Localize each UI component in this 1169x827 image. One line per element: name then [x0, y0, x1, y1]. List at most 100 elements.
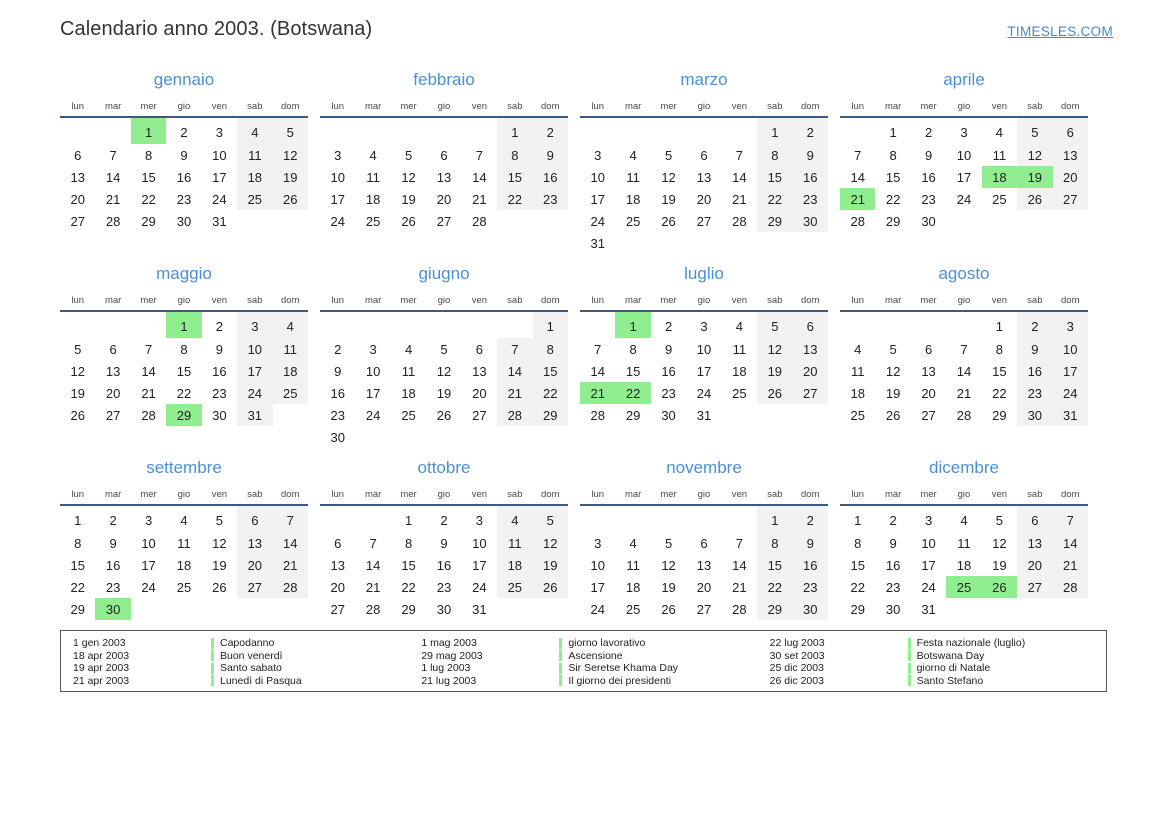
- day-cell[interactable]: 27: [1017, 576, 1053, 598]
- day-cell[interactable]: 24: [141, 579, 156, 595]
- day-cell[interactable]: 21: [472, 191, 487, 207]
- day-cell[interactable]: 26: [661, 601, 676, 617]
- day-cell[interactable]: 29: [885, 213, 901, 229]
- day-cell[interactable]: 7: [144, 341, 153, 357]
- day-cell[interactable]: 22: [757, 576, 793, 598]
- day-cell[interactable]: 20: [237, 554, 273, 576]
- day-cell[interactable]: 10: [212, 147, 227, 163]
- day-cell[interactable]: 20: [330, 579, 345, 595]
- day-cell[interactable]: 18: [176, 557, 192, 573]
- day-cell[interactable]: 19: [661, 191, 676, 207]
- day-cell[interactable]: 17: [696, 363, 712, 379]
- day-cell[interactable]: 16: [885, 557, 901, 573]
- day-cell[interactable]: 3: [700, 318, 708, 334]
- day-cell[interactable]: 19: [272, 166, 308, 188]
- day-cell[interactable]: 26: [436, 407, 452, 423]
- day-cell[interactable]: 13: [237, 532, 273, 554]
- day-cell[interactable]: 17: [590, 191, 605, 207]
- day-cell[interactable]: 16: [532, 166, 568, 188]
- day-cell[interactable]: 12: [1017, 144, 1053, 166]
- day-cell[interactable]: 1: [854, 512, 862, 528]
- day-cell[interactable]: 3: [369, 341, 377, 357]
- day-cell[interactable]: 31: [237, 404, 273, 426]
- day-cell[interactable]: 19: [532, 554, 568, 576]
- day-cell[interactable]: 16: [792, 554, 828, 576]
- day-cell[interactable]: 7: [594, 341, 602, 357]
- day-cell[interactable]: 25: [365, 213, 381, 229]
- day-cell[interactable]: 27: [105, 407, 121, 423]
- day-cell[interactable]: 2: [889, 512, 897, 528]
- day-cell[interactable]: 22: [141, 191, 156, 207]
- day-cell[interactable]: 31: [1052, 404, 1088, 426]
- day-cell[interactable]: 11: [957, 535, 971, 551]
- day-cell[interactable]: 26: [70, 407, 85, 423]
- day-cell[interactable]: 19: [401, 191, 416, 207]
- day-cell[interactable]: 21: [732, 191, 747, 207]
- day-cell[interactable]: 12: [661, 557, 676, 573]
- holiday-day-cell[interactable]: 21: [580, 382, 616, 404]
- day-cell[interactable]: 16: [1017, 360, 1053, 382]
- day-cell[interactable]: 13: [696, 557, 712, 573]
- day-cell[interactable]: 8: [995, 341, 1004, 357]
- day-cell[interactable]: 14: [956, 363, 972, 379]
- day-cell[interactable]: 8: [144, 147, 153, 163]
- day-cell[interactable]: 6: [475, 341, 484, 357]
- day-cell[interactable]: 2: [215, 318, 224, 334]
- day-cell[interactable]: 5: [272, 117, 308, 144]
- day-cell[interactable]: 25: [497, 576, 533, 598]
- day-cell[interactable]: 23: [792, 576, 828, 598]
- day-cell[interactable]: 20: [472, 385, 487, 401]
- day-cell[interactable]: 9: [792, 532, 828, 554]
- day-cell[interactable]: 11: [366, 169, 380, 185]
- day-cell[interactable]: 21: [141, 385, 156, 401]
- holiday-day-cell[interactable]: 1: [615, 311, 651, 338]
- day-cell[interactable]: 25: [272, 382, 308, 404]
- day-cell[interactable]: 22: [757, 188, 793, 210]
- day-cell[interactable]: 25: [850, 407, 865, 423]
- day-cell[interactable]: 27: [472, 407, 487, 423]
- day-cell[interactable]: 13: [70, 169, 85, 185]
- day-cell[interactable]: 4: [180, 512, 188, 528]
- day-cell[interactable]: 30: [212, 407, 227, 423]
- day-cell[interactable]: 14: [272, 532, 308, 554]
- day-cell[interactable]: 28: [472, 213, 487, 229]
- day-cell[interactable]: 11: [497, 532, 533, 554]
- day-cell[interactable]: 31: [921, 601, 936, 617]
- day-cell[interactable]: 17: [590, 579, 605, 595]
- day-cell[interactable]: 27: [696, 213, 712, 229]
- day-cell[interactable]: 4: [629, 147, 637, 163]
- day-cell[interactable]: 13: [436, 169, 452, 185]
- day-cell[interactable]: 29: [70, 601, 85, 617]
- day-cell[interactable]: 17: [921, 557, 936, 573]
- day-cell[interactable]: 30: [792, 210, 828, 232]
- day-cell[interactable]: 22: [70, 579, 85, 595]
- day-cell[interactable]: 5: [440, 341, 448, 357]
- day-cell[interactable]: 12: [436, 363, 452, 379]
- day-cell[interactable]: 6: [237, 505, 273, 532]
- day-cell[interactable]: 4: [237, 117, 273, 144]
- day-cell[interactable]: 6: [1017, 505, 1053, 532]
- day-cell[interactable]: 12: [885, 363, 901, 379]
- day-cell[interactable]: 11: [401, 363, 416, 379]
- day-cell[interactable]: 25: [732, 385, 747, 401]
- day-cell[interactable]: 8: [180, 341, 188, 357]
- day-cell[interactable]: 7: [109, 147, 117, 163]
- day-cell[interactable]: 28: [732, 213, 747, 229]
- day-cell[interactable]: 23: [212, 385, 227, 401]
- day-cell[interactable]: 1: [74, 512, 82, 528]
- day-cell[interactable]: 27: [792, 382, 828, 404]
- day-cell[interactable]: 24: [1052, 382, 1088, 404]
- day-cell[interactable]: 19: [70, 385, 85, 401]
- day-cell[interactable]: 2: [924, 124, 933, 140]
- day-cell[interactable]: 19: [885, 385, 901, 401]
- day-cell[interactable]: 20: [696, 191, 712, 207]
- day-cell[interactable]: 21: [1052, 554, 1088, 576]
- day-cell[interactable]: 15: [141, 169, 156, 185]
- day-cell[interactable]: 18: [272, 360, 308, 382]
- day-cell[interactable]: 28: [732, 601, 747, 617]
- day-cell[interactable]: 4: [404, 341, 413, 357]
- day-cell[interactable]: 16: [330, 385, 345, 401]
- day-cell[interactable]: 6: [700, 535, 708, 551]
- day-cell[interactable]: 17: [472, 557, 487, 573]
- day-cell[interactable]: 3: [237, 311, 273, 338]
